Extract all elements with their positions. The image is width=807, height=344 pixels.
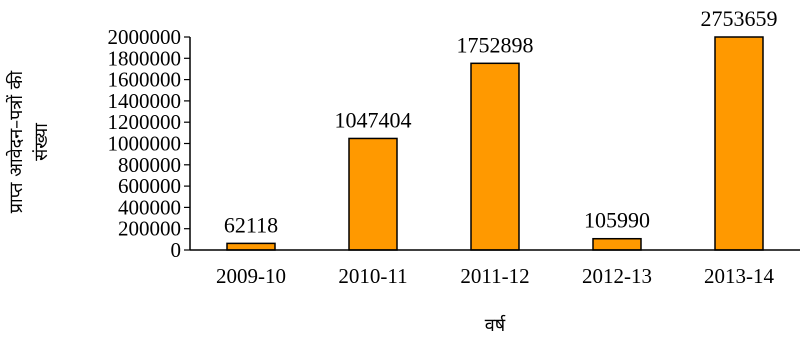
y-tick-label: 0 <box>171 238 182 262</box>
bar-2013-14 <box>714 36 764 251</box>
bar-2011-12 <box>470 62 520 251</box>
x-tick-label-2009-10: 2009-10 <box>216 264 286 288</box>
bars <box>226 36 764 251</box>
y-tick-label: 1000000 <box>108 132 182 156</box>
y-tick-label: 600000 <box>118 174 181 198</box>
x-tick-label-2013-14: 2013-14 <box>704 264 774 288</box>
y-tick-label: 800000 <box>118 153 181 177</box>
x-axis-label: वर्ष <box>485 314 506 336</box>
x-tick-label-2010-11: 2010-11 <box>338 264 407 288</box>
data-label-2011-12: 1752898 <box>457 32 534 57</box>
y-tick-label: 1200000 <box>108 110 182 134</box>
data-labels: 62118 1047404 1752898 105990 2753659 <box>224 6 778 237</box>
bar-2009-10 <box>226 242 276 251</box>
data-label-2009-10: 62118 <box>224 212 278 237</box>
x-tick-label-2012-13: 2012-13 <box>582 264 652 288</box>
y-axis-ticks: 0200000400000600000800000100000012000001… <box>108 25 190 262</box>
y-tick-label: 1600000 <box>108 68 182 92</box>
x-axis-ticks: 2009-10 2010-11 2011-12 2012-13 2013-14 <box>216 264 774 288</box>
data-label-2010-11: 1047404 <box>335 107 412 132</box>
axes <box>189 37 800 251</box>
y-tick-label: 1400000 <box>108 89 182 113</box>
data-label-2012-13: 105990 <box>584 208 650 233</box>
y-tick-label: 1800000 <box>108 46 182 70</box>
y-axis-label-line-2: संख्या <box>31 123 52 161</box>
y-axis-label-line-1: प्राप्त आवेदन–पत्रों की <box>5 70 27 213</box>
y-axis-label: प्राप्त आवेदन–पत्रों की संख्या <box>5 70 52 213</box>
y-tick-label: 400000 <box>118 195 181 219</box>
data-label-2013-14: 2753659 <box>701 6 778 31</box>
y-tick-label: 200000 <box>118 217 181 241</box>
y-tick-label: 2000000 <box>108 25 182 49</box>
bar-2012-13 <box>592 237 642 251</box>
x-tick-label-2011-12: 2011-12 <box>460 264 529 288</box>
bar-2010-11 <box>348 137 398 251</box>
